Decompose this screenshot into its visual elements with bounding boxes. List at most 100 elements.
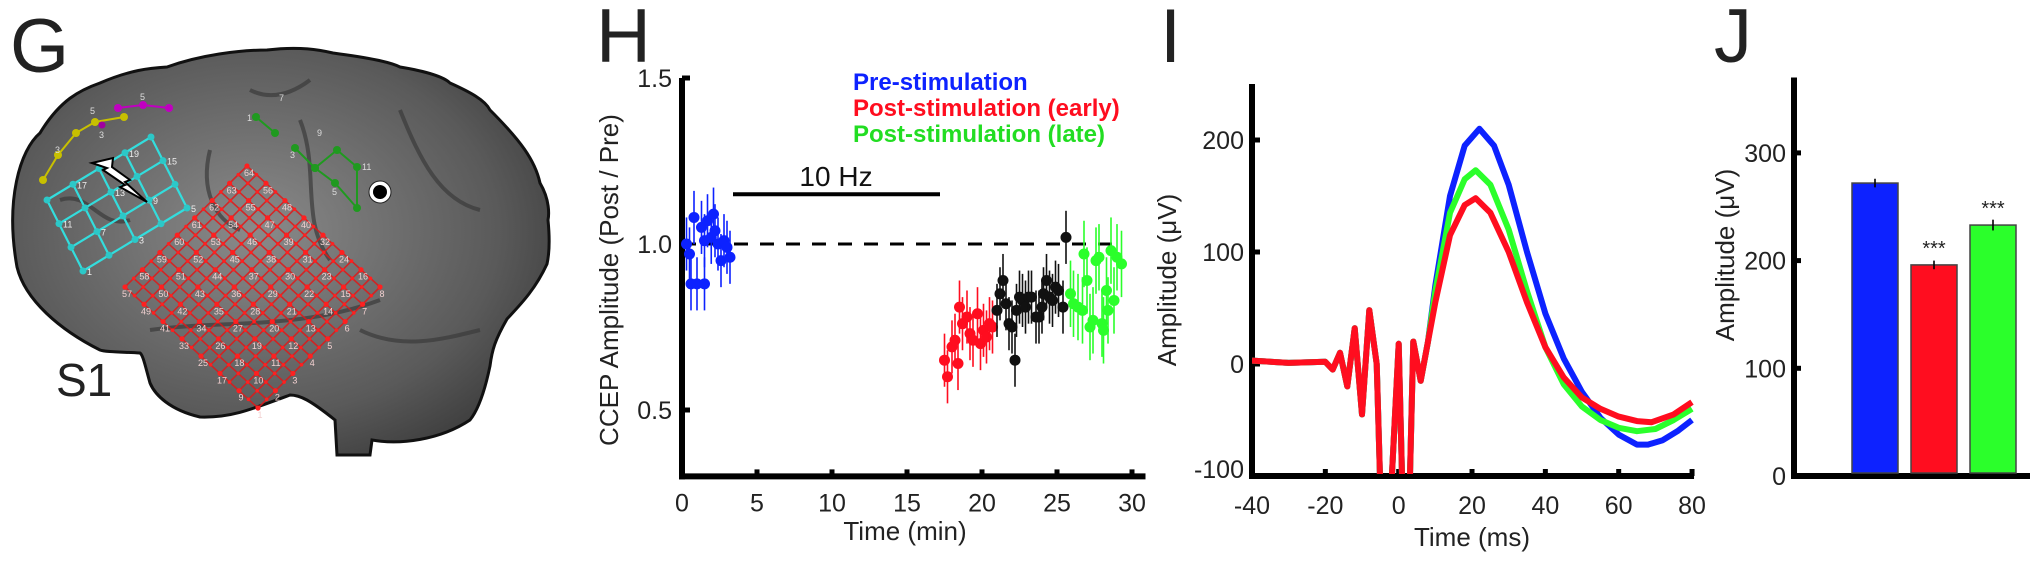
grid-electrode — [352, 311, 356, 315]
electrode-label: 63 — [227, 185, 237, 195]
electrode-label: 9 — [238, 393, 243, 403]
data-point-during — [1053, 284, 1064, 296]
grid-electrode — [281, 362, 286, 367]
h-x-axis-label: Time (min) — [843, 516, 966, 546]
grid-electrode — [241, 276, 245, 281]
electrode-label: 44 — [212, 272, 222, 282]
grid-electrode — [228, 215, 234, 221]
grid-electrode — [119, 212, 127, 220]
grid-electrode — [263, 362, 267, 367]
electrode-label: 48 — [282, 203, 292, 213]
electrode-label: 7 — [362, 306, 367, 316]
grid-electrode — [196, 318, 203, 325]
grid-electrode — [330, 241, 335, 246]
data-point-early — [972, 308, 983, 320]
data-point-during — [1009, 354, 1021, 366]
grid-electrode — [176, 250, 180, 255]
electrode-label: 15 — [167, 157, 177, 167]
data-point-pre — [699, 278, 710, 290]
electrode-label: 3 — [292, 375, 297, 385]
grid-electrode — [205, 293, 210, 298]
green-strip-label: 7 — [279, 93, 284, 103]
grid-electrode — [203, 241, 207, 246]
grid-electrode — [107, 188, 115, 196]
electrode-label: 9 — [153, 196, 158, 206]
i-y-axis-label: Amplitude (μV) — [1152, 194, 1182, 366]
grid-electrode — [231, 267, 236, 272]
electrode-label: 60 — [174, 237, 184, 247]
recording-site-dot-center — [373, 185, 387, 199]
electrode-label: 21 — [287, 306, 297, 316]
data-point-pre — [709, 225, 721, 237]
grid-electrode — [244, 163, 250, 169]
grid-electrode — [304, 267, 309, 272]
electrode-label: 17 — [77, 180, 87, 190]
panel-j-chart: J Amplitude (μV) 0 100 200 300 *** *** — [1710, 0, 2030, 491]
h-x-tick-label: 25 — [1043, 489, 1071, 517]
grid-electrode — [313, 259, 317, 263]
grid-electrode — [236, 371, 241, 376]
grid-electrode — [255, 190, 260, 194]
electrode-label: 19 — [252, 341, 262, 351]
data-point-late — [1101, 284, 1112, 296]
grid-electrode — [189, 345, 194, 350]
grid-electrode — [369, 293, 374, 298]
grid-electrode — [203, 259, 208, 263]
grid-electrode — [293, 224, 298, 229]
grid-electrode — [177, 285, 182, 289]
panel-h-chart: H CCEP Amplitude (Post / Pre) Time (min)… — [594, 0, 1146, 546]
grid-electrode — [192, 215, 198, 221]
h-y-tick-label: 1.5 — [637, 65, 672, 93]
grid-electrode — [246, 397, 251, 402]
grid-electrode — [79, 267, 87, 275]
grid-line — [98, 168, 136, 240]
grid-electrode — [314, 276, 318, 281]
grid-electrode — [254, 172, 259, 177]
bar-early — [1910, 264, 1958, 474]
data-point-early — [952, 358, 964, 370]
grid-electrode — [211, 216, 215, 220]
grid-electrode — [302, 249, 309, 256]
grid-electrode — [276, 259, 281, 263]
grid-electrode — [266, 249, 272, 256]
grid-electrode — [359, 301, 366, 307]
grid-electrode — [321, 250, 326, 255]
electrode-label: 54 — [228, 220, 238, 230]
grid-electrode — [282, 197, 288, 204]
grid-electrode — [133, 172, 141, 180]
grid-electrode — [193, 233, 198, 237]
electrode-label: 42 — [177, 306, 187, 316]
electrode-label: 25 — [198, 358, 208, 368]
grid-electrode — [204, 276, 209, 281]
green-strip-electrode — [333, 146, 341, 154]
grid-electrode — [259, 276, 264, 281]
trace-early — [1252, 195, 1694, 475]
grid-electrode — [195, 284, 201, 290]
grid-electrode — [377, 284, 383, 290]
grid-line — [46, 199, 84, 272]
grid-electrode — [202, 224, 207, 229]
data-point-pre — [724, 251, 736, 263]
grid-electrode — [167, 259, 172, 263]
grid-electrode — [314, 293, 319, 298]
grid-electrode — [240, 259, 245, 263]
bar-late — [1969, 224, 2017, 474]
grid-electrode — [174, 232, 180, 238]
i-x-tick-label: 80 — [1678, 492, 1706, 520]
data-point-during — [991, 304, 1003, 316]
grid-electrode — [260, 311, 265, 315]
green-strip-electrode — [291, 144, 299, 152]
grid-electrode — [245, 197, 252, 204]
green-strip-electrode — [353, 204, 361, 212]
electrode-label: 15 — [341, 289, 351, 299]
h-x-tick-label: 10 — [818, 489, 846, 517]
grid-electrode — [158, 267, 163, 272]
grid-electrode — [158, 284, 165, 290]
grid-electrode — [301, 215, 307, 221]
grid-electrode — [253, 370, 260, 377]
data-point-early — [942, 371, 953, 383]
grid-electrode — [121, 149, 129, 157]
grid-electrode — [208, 362, 213, 367]
